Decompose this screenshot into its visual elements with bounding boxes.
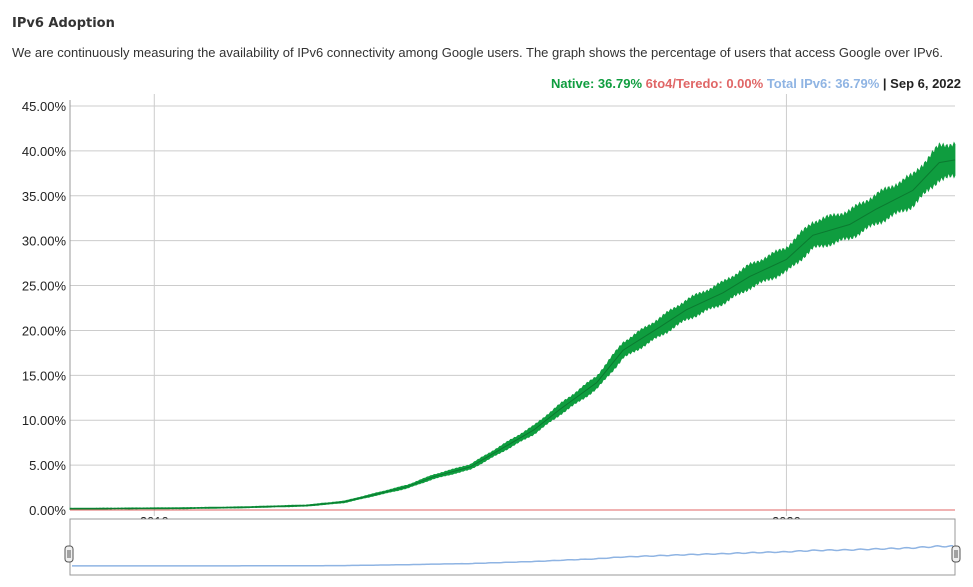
y-tick-label: 40.00% [22,144,67,159]
legend-native: Native: 36.79% [550,76,643,91]
navigator-left-handle[interactable] [64,545,74,563]
y-tick-label: 0.00% [29,503,66,518]
legend-separator: | [879,76,891,91]
chart-grid [69,94,955,516]
navigator-line [72,544,954,567]
navigator-right-handle[interactable] [951,545,961,563]
chart-legend: Native: 36.79% 6to4/Teredo: 0.00% Total … [551,76,961,91]
chart-area-layer [69,141,956,511]
y-tick-label: 45.00% [22,99,67,114]
legend-date: Sep 6, 2022 [890,76,961,91]
y-tick-label: 10.00% [22,413,67,428]
y-tick-label: 15.00% [22,368,67,383]
y-tick-label: 25.00% [22,279,67,294]
series-native-area [69,141,956,510]
legend-total: Total IPv6: 36.79% [766,76,880,91]
y-tick-label: 30.00% [22,234,67,249]
series-native-line [69,159,956,510]
y-tick-label: 5.00% [29,458,66,473]
chart-axis-labels: 0.00% 5.00% 10.00% 15.00% 20.00% 25.00% 30.00%… [22,99,801,529]
y-tick-label: 35.00% [22,189,67,204]
page-description: We are continuously measuring the availa… [12,45,943,60]
range-navigator[interactable] [64,518,961,576]
legend-teredo: 6to4/Teredo: 0.00% [645,76,764,91]
page-title: IPv6 Adoption [12,16,115,31]
y-tick-label: 20.00% [22,323,67,338]
